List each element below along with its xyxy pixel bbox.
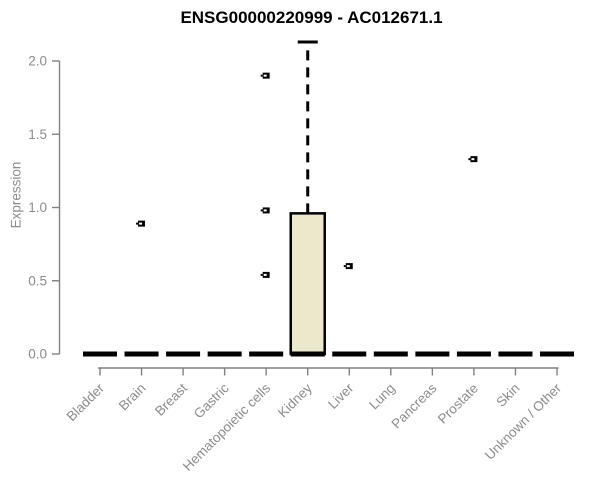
y-tick-label: 1.0 xyxy=(28,200,47,215)
y-tick-label: 1.5 xyxy=(28,127,47,142)
box-collapsed xyxy=(498,351,533,357)
x-tick-label: Prostate xyxy=(435,381,481,427)
y-tick-label: 0.0 xyxy=(28,347,47,362)
box-collapsed xyxy=(124,351,159,357)
x-tick-label: Pancreas xyxy=(389,380,440,431)
y-tick-label: 0.5 xyxy=(28,273,47,288)
x-tick-label: Kidney xyxy=(275,380,315,420)
outlier-point-nub xyxy=(136,222,139,225)
x-tick-label: Liver xyxy=(325,380,357,412)
y-axis-label: Expression xyxy=(8,161,24,229)
box-collapsed xyxy=(207,351,242,357)
x-tick-label: Skin xyxy=(493,381,522,410)
x-tick-label: Bladder xyxy=(64,380,108,424)
box-collapsed xyxy=(332,351,367,357)
box-collapsed xyxy=(83,351,117,357)
x-tick-label: Gastric xyxy=(191,380,232,421)
outlier-point-nub xyxy=(343,265,346,268)
x-tick-label: Lung xyxy=(366,381,398,413)
box-collapsed xyxy=(415,351,450,357)
outlier-point-center xyxy=(139,222,143,225)
outlier-point-center xyxy=(471,158,475,161)
x-tick-label: Breast xyxy=(152,380,190,418)
x-tick-label: Unknown / Other xyxy=(482,380,565,463)
outlier-point-center xyxy=(263,273,267,276)
box-collapsed xyxy=(373,351,408,357)
box-collapsed xyxy=(249,351,284,357)
box xyxy=(289,212,326,356)
box-collapsed xyxy=(456,351,491,357)
outlier-point-center xyxy=(346,265,350,268)
outlier-point-center xyxy=(263,74,267,77)
outlier-point-nub xyxy=(260,273,263,276)
outlier-point-center xyxy=(263,209,267,212)
median-line xyxy=(290,351,325,357)
y-tick-label: 2.0 xyxy=(28,54,47,69)
outlier-point-nub xyxy=(260,74,263,77)
box-collapsed xyxy=(540,351,574,357)
box-collapsed xyxy=(166,351,201,357)
outlier-point-nub xyxy=(468,158,471,161)
chart-title: ENSG00000220999 - AC012671.1 xyxy=(180,8,443,27)
x-tick-label: Brain xyxy=(116,381,149,414)
outlier-point-nub xyxy=(260,209,263,212)
